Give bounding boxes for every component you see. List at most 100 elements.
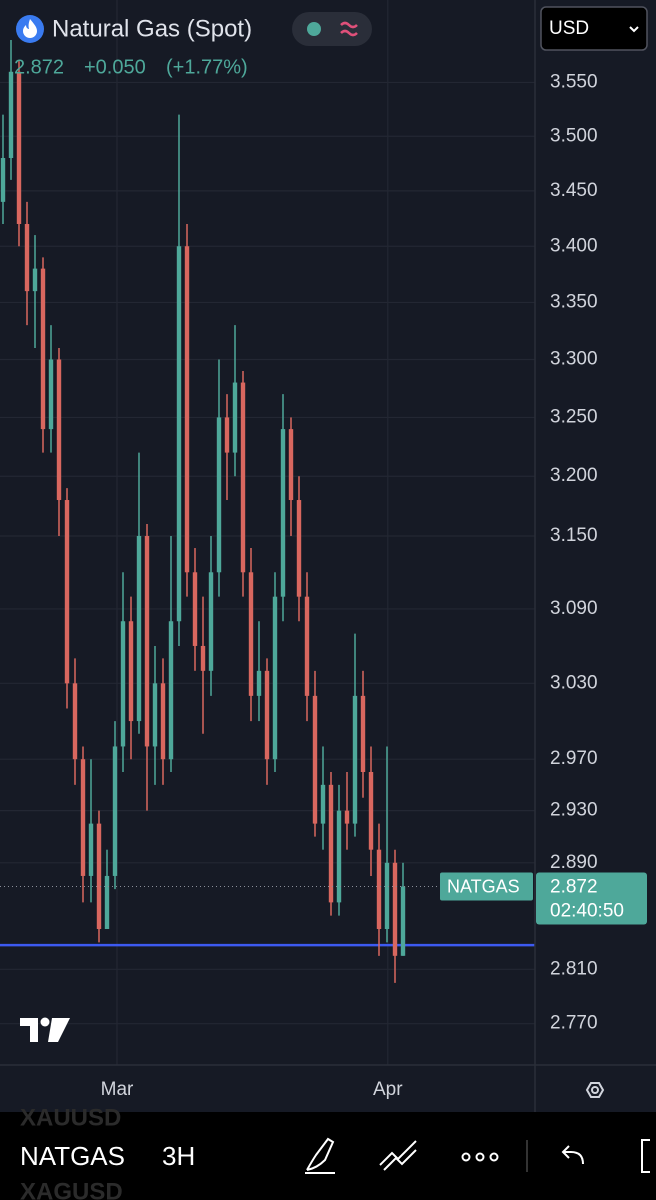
more-icon[interactable]	[489, 1152, 499, 1162]
axes: 3.550 3.500 3.450 3.400 3.350 3.300 3.250 3.200…	[101, 71, 647, 1100]
currency-label[interactable]: USD	[549, 18, 589, 39]
y-tick-label: 3.250	[550, 406, 598, 427]
y-tick-label: 3.500	[550, 125, 598, 146]
y-tick-label: 2.930	[550, 800, 598, 821]
y-tick-label: 2.890	[550, 852, 598, 873]
candle-body	[200, 645, 206, 671]
candle-body	[312, 695, 318, 824]
y-tick-label: 3.150	[550, 525, 598, 546]
y-tick-label: 3.300	[550, 349, 598, 370]
y-tick-label: 3.350	[550, 291, 598, 312]
candle-body	[48, 359, 54, 430]
delay-icon	[340, 21, 358, 37]
dropdown-caret[interactable]	[629, 26, 639, 33]
toolbar-interval[interactable]: 3H	[162, 1141, 195, 1171]
fullscreen-icon[interactable]	[641, 1139, 650, 1173]
candle-body	[280, 429, 286, 597]
candle-body	[0, 158, 6, 202]
settings-icon[interactable]	[585, 1082, 605, 1098]
y-tick-label: 2.970	[550, 748, 598, 769]
candle-body	[264, 670, 270, 760]
draw-icon[interactable]	[305, 1137, 335, 1174]
candle-body	[392, 862, 398, 956]
candle-body	[272, 596, 278, 760]
toolbar-symbol[interactable]: NATGAS	[20, 1141, 125, 1171]
last-price-symbol: NATGAS	[447, 876, 520, 896]
candle-body	[88, 823, 94, 876]
candle-body	[304, 596, 310, 696]
currency-selector[interactable]: USD	[540, 6, 648, 51]
candle-body	[256, 670, 262, 696]
candle-body	[160, 683, 166, 760]
candle-body	[24, 223, 30, 292]
ghost-symbol: XAGUSD	[20, 1178, 123, 1200]
candle-body	[248, 572, 254, 696]
header-price: 2.872	[14, 56, 64, 78]
candle-body	[56, 359, 62, 501]
header: Natural Gas (Spot) 2.872 +0.050 (+1.77%)	[14, 12, 372, 78]
candle-body	[112, 746, 118, 876]
candle-body	[368, 772, 374, 850]
candle-body	[64, 500, 70, 684]
candle-body	[104, 875, 110, 930]
toolbar: XAUUSD XAGUSD NATGAS 3H	[0, 1104, 656, 1200]
header-change-percent: (+1.77%)	[166, 56, 248, 78]
more-icon[interactable]	[475, 1152, 485, 1162]
y-tick-label: 3.030	[550, 672, 598, 693]
candle-body	[288, 429, 294, 501]
candle-body	[224, 417, 230, 453]
candle-body	[216, 417, 222, 573]
candle-body	[208, 572, 214, 671]
price-axis-tag	[536, 872, 647, 925]
y-tick-label: 3.400	[550, 235, 598, 256]
flame-icon	[23, 19, 37, 38]
y-tick-label: 3.090	[550, 598, 598, 619]
candle-body	[128, 621, 134, 722]
candle-body	[344, 810, 350, 824]
candle-body	[40, 268, 46, 430]
y-tick-label: 2.770	[550, 1013, 598, 1034]
candle-body	[16, 71, 22, 224]
y-tick-label: 2.810	[550, 958, 598, 979]
y-tick-label: 3.450	[550, 180, 598, 201]
candle-body	[400, 886, 406, 956]
candle-body	[72, 683, 78, 760]
candle-body	[328, 784, 334, 903]
x-tick-label: Mar	[101, 1079, 134, 1100]
plot-area	[0, 0, 535, 1065]
candle-body	[80, 759, 86, 876]
candle-body	[376, 849, 382, 930]
candle-body	[296, 500, 302, 597]
y-tick-label: 3.200	[550, 465, 598, 486]
currency-box[interactable]	[540, 6, 648, 51]
ghost-mask	[0, 1132, 140, 1182]
candle-body	[192, 572, 198, 646]
market-open-dot	[307, 22, 321, 36]
more-icon[interactable]	[461, 1152, 471, 1162]
candle-body	[152, 683, 158, 747]
bar-countdown: 02:40:50	[550, 901, 624, 922]
candle-body	[384, 862, 390, 930]
candle-body	[320, 784, 326, 824]
candle-body	[8, 71, 14, 159]
ghost-symbol: XAUUSD	[20, 1104, 121, 1131]
candle-body	[360, 695, 366, 773]
status-pill[interactable]	[292, 12, 372, 46]
candle-body	[232, 382, 238, 453]
candle-body	[168, 621, 174, 760]
undo-icon[interactable]	[561, 1145, 584, 1165]
candle-body	[336, 810, 342, 903]
candle-body	[96, 823, 102, 930]
candle-body	[32, 268, 38, 292]
trend-icon[interactable]	[379, 1140, 417, 1171]
last-price-tag	[440, 872, 533, 901]
candle-body	[120, 621, 126, 747]
settings-icon-center[interactable]	[591, 1086, 599, 1094]
candle-body	[240, 382, 246, 573]
candle-body	[352, 695, 358, 824]
header-change: +0.050	[84, 56, 146, 78]
watermark-logo	[20, 1017, 70, 1042]
x-tick-label: Apr	[373, 1079, 403, 1100]
